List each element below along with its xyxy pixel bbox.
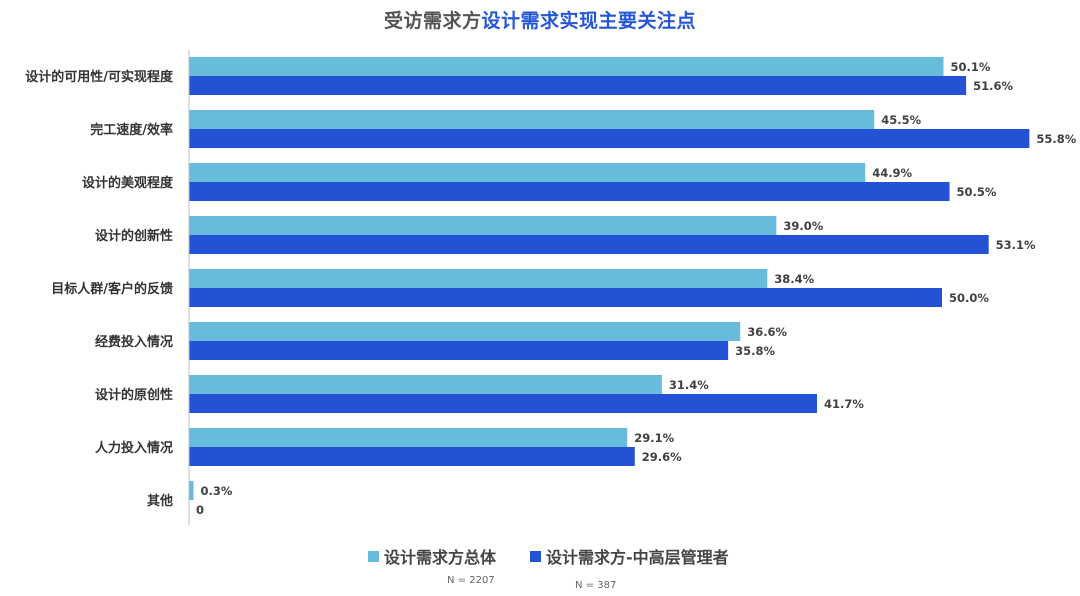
category-label: 人力投入情况 <box>95 440 173 456</box>
category-label: 设计的创新性 <box>95 228 173 244</box>
bar <box>189 447 635 466</box>
title-part1: 受访需求方 <box>383 10 482 32</box>
data-label: 50.0% <box>949 291 989 305</box>
title-part2: 设计需求实现主要关注点 <box>481 10 697 32</box>
data-label: 29.6% <box>642 450 682 464</box>
category-label: 设计的美观程度 <box>82 175 174 191</box>
legend-label: 设计需求方-中高层管理者 <box>546 548 729 567</box>
data-label: 41.7% <box>824 397 864 411</box>
data-label: 50.5% <box>957 185 997 199</box>
legend: 设计需求方总体 设计需求方-中高层管理者 <box>368 544 729 568</box>
bar <box>189 341 729 360</box>
bar <box>189 129 1030 148</box>
chart-title: 受访需求方设计需求实现主要关注点 <box>0 6 1080 33</box>
bar <box>189 288 942 307</box>
category-label: 经费投入情况 <box>95 334 173 350</box>
bar <box>189 110 875 129</box>
data-label: 44.9% <box>872 166 912 180</box>
bar <box>189 394 818 413</box>
data-label: 0.3% <box>201 484 233 498</box>
legend-label: 设计需求方总体 <box>384 548 497 567</box>
bar <box>189 182 950 201</box>
category-label: 其他 <box>147 493 173 509</box>
data-label: 38.4% <box>774 272 814 286</box>
legend-swatch <box>368 550 379 562</box>
bar <box>189 57 944 76</box>
legend-item-overall: 设计需求方总体 <box>368 544 496 568</box>
bar <box>189 216 777 235</box>
bar <box>189 322 741 341</box>
legend-item-managers: 设计需求方-中高层管理者 <box>530 544 729 568</box>
data-label: 50.1% <box>951 60 991 74</box>
data-label: 35.8% <box>735 344 775 358</box>
category-label: 完工速度/效率 <box>90 122 173 138</box>
data-label: 39.0% <box>783 219 823 233</box>
bar <box>189 235 989 254</box>
category-label: 目标人群/客户的反馈 <box>51 281 173 297</box>
bar <box>189 269 768 288</box>
legend-swatch <box>530 550 542 562</box>
bar <box>189 481 194 500</box>
data-label: 36.6% <box>747 325 787 339</box>
data-label: 53.1% <box>996 238 1036 252</box>
n-note-overall: N = 2207 <box>447 575 495 586</box>
bar <box>189 163 866 182</box>
data-label: 55.8% <box>1036 132 1076 146</box>
n-note-managers: N = 387 <box>575 580 617 591</box>
category-label: 设计的原创性 <box>95 387 173 403</box>
bar <box>189 76 967 95</box>
data-label: 31.4% <box>669 378 709 392</box>
data-label: 0 <box>196 503 204 517</box>
data-label: 51.6% <box>973 79 1013 93</box>
category-label: 设计的可用性/可实现程度 <box>25 69 174 85</box>
data-label: 29.1% <box>634 431 674 445</box>
bar <box>189 428 628 447</box>
data-label: 45.5% <box>881 113 921 127</box>
bar <box>189 375 662 394</box>
